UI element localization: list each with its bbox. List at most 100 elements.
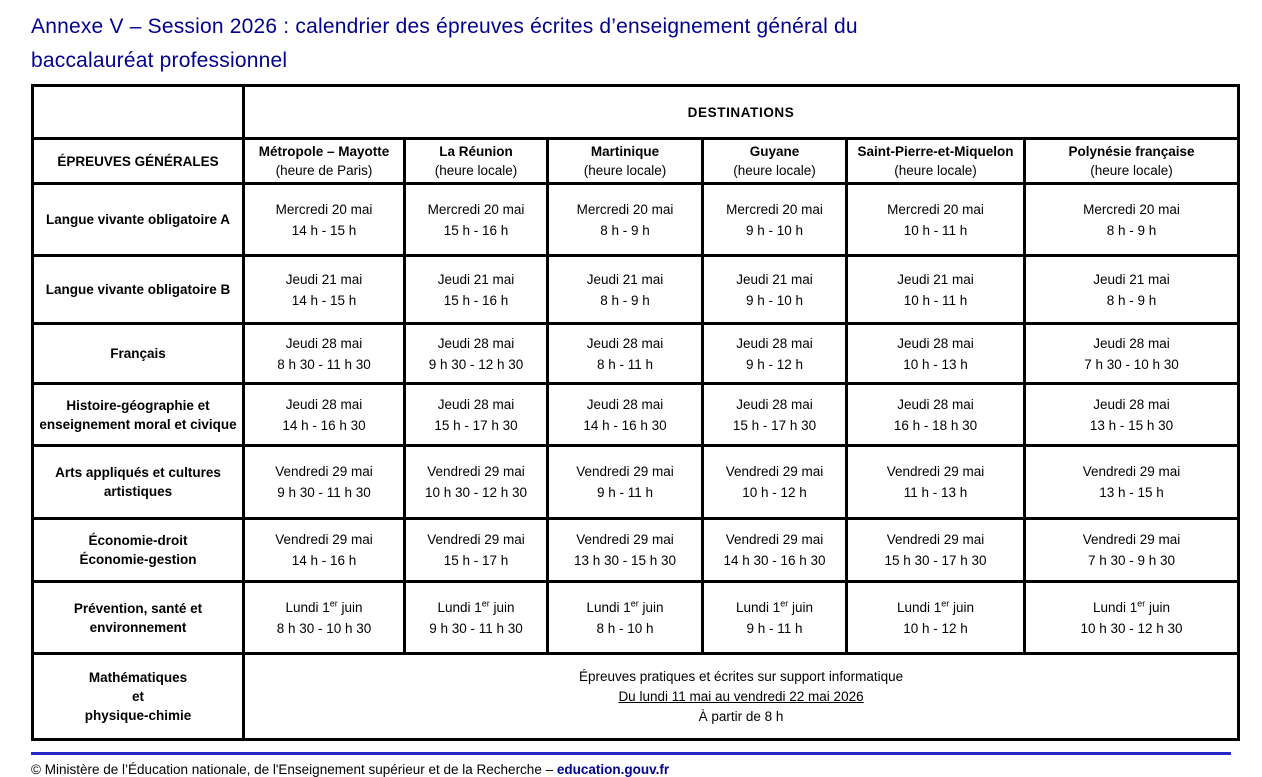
footer-link[interactable]: education.gouv.fr — [556, 762, 670, 777]
exam-cell: Jeudi 28 mai 13 h - 15 h 30 — [1022, 382, 1241, 447]
exam-date: Vendredi 29 mai — [275, 464, 373, 479]
table-row: Français Jeudi 28 mai 8 h 30 - 11 h 30 Jeud… — [31, 322, 1241, 385]
exam-cell: Jeudi 28 mai 15 h - 17 h 30 — [403, 382, 549, 447]
exam-time: 9 h - 11 h — [746, 620, 803, 636]
exam-cell: Vendredi 29 mai 15 h - 17 h — [403, 517, 549, 583]
column-note: (heure de Paris) — [275, 163, 373, 178]
exam-time: 15 h - 16 h — [443, 222, 509, 238]
merged-line-2: Du lundi 11 mai au vendredi 22 mai 2026 — [618, 688, 864, 704]
column-name: Métropole – Mayotte — [258, 144, 390, 159]
footer-copyright: © Ministère de l’Éducation nationale, de… — [31, 762, 557, 777]
column-header-row: ÉPREUVES GÉNÉRALES Métropole – Mayotte (… — [31, 137, 1241, 185]
exam-time: 10 h 30 - 12 h 30 — [1080, 620, 1183, 636]
exam-date: Jeudi 28 mai — [586, 335, 664, 351]
exam-row-label: Langue vivante obligatoire A — [31, 182, 245, 257]
exam-time: 8 h - 10 h — [596, 620, 654, 636]
exam-time: 15 h - 17 h 30 — [732, 417, 817, 433]
exam-date: Vendredi 29 mai — [576, 464, 674, 479]
exam-date: Jeudi 28 mai — [285, 396, 363, 412]
page-title: Annexe V – Session 2026 : calendrier des… — [31, 10, 1237, 78]
exam-date: Vendredi 29 mai — [725, 464, 824, 479]
exam-time: 16 h - 18 h 30 — [893, 417, 978, 433]
exam-date: Lundi 1er juin — [1092, 598, 1171, 615]
exam-date: Jeudi 21 mai — [736, 271, 813, 287]
exam-cell: Vendredi 29 mai 14 h 30 - 16 h 30 — [701, 517, 848, 583]
exam-date: Mercredi 20 mai — [427, 201, 525, 217]
exam-time: 13 h - 15 h 30 — [1089, 417, 1174, 433]
exam-time: 15 h - 17 h 30 — [434, 417, 518, 433]
exam-date: Jeudi 28 mai — [285, 335, 363, 351]
exam-time: 14 h 30 - 16 h 30 — [723, 553, 826, 568]
exam-row-label: Arts appliqués et cultures artistiques — [31, 444, 245, 520]
exam-cell: Vendredi 29 mai 10 h 30 - 12 h 30 — [403, 444, 549, 520]
exam-time: 14 h - 16 h — [291, 553, 357, 568]
exam-cell: Mercredi 20 mai 10 h - 11 h — [845, 182, 1026, 257]
column-name: Martinique — [590, 144, 660, 159]
exam-time: 14 h - 15 h — [291, 292, 357, 308]
exam-cell: Vendredi 29 mai 13 h - 15 h — [1022, 444, 1241, 520]
exam-cell: Jeudi 28 mai 8 h - 11 h — [546, 322, 704, 385]
exam-time: 8 h - 9 h — [1106, 222, 1157, 238]
exam-date: Lundi 1er juin — [285, 598, 363, 615]
table-row: Langue vivante obligatoire B Jeudi 21 mai… — [31, 254, 1241, 325]
exam-time: 9 h - 10 h — [745, 222, 804, 238]
exam-date: Vendredi 29 mai — [427, 532, 525, 547]
table-row: Histoire-géographie et enseignement mora… — [31, 382, 1241, 447]
exam-date: Lundi 1er juin — [896, 598, 975, 615]
exam-cell: Mercredi 20 mai 8 h - 9 h — [546, 182, 704, 257]
exam-time: 9 h - 10 h — [745, 292, 804, 308]
exam-time: 10 h - 12 h — [742, 485, 807, 500]
column-header-polynesie-francaise: Polynésie française (heure locale) — [1022, 137, 1241, 185]
exam-date: Jeudi 28 mai — [736, 335, 813, 351]
exam-time: 7 h 30 - 9 h 30 — [1087, 553, 1176, 568]
exam-date: Lundi 1er juin — [586, 598, 664, 615]
exam-date: Jeudi 28 mai — [1093, 335, 1170, 351]
exam-date: Jeudi 28 mai — [736, 396, 813, 412]
exam-cell: Mercredi 20 mai 9 h - 10 h — [701, 182, 848, 257]
exam-row-label: Prévention, santé et environnement — [31, 580, 245, 655]
exam-time: 15 h - 17 h — [443, 553, 509, 568]
exam-date: Vendredi 29 mai — [886, 532, 985, 547]
page-title-line1: Annexe V – Session 2026 : calendrier des… — [31, 15, 858, 38]
exam-time: 14 h - 16 h 30 — [282, 417, 366, 433]
column-name: Guyane — [749, 144, 800, 159]
table-row: Arts appliqués et cultures artistiques Ve… — [31, 444, 1241, 520]
table-row: Prévention, santé et environnement Lundi … — [31, 580, 1241, 655]
merged-line-1: Épreuves pratiques et écrites sur suppor… — [578, 668, 904, 684]
exam-cell: Jeudi 28 mai 9 h - 12 h — [701, 322, 848, 385]
exam-date: Vendredi 29 mai — [725, 532, 824, 547]
exam-date: Lundi 1er juin — [437, 598, 515, 615]
column-note: (heure locale) — [733, 163, 816, 178]
exam-cell: Jeudi 28 mai 8 h 30 - 11 h 30 — [242, 322, 406, 385]
exam-time: 9 h - 11 h — [596, 485, 654, 500]
exam-date: Jeudi 28 mai — [586, 396, 664, 412]
exam-date: Vendredi 29 mai — [275, 532, 373, 547]
exam-date: Mercredi 20 mai — [275, 201, 373, 217]
table-row: Économie-droit Économie-gestion Vendredi … — [31, 517, 1241, 583]
exam-date: Jeudi 21 mai — [897, 271, 974, 287]
exam-cell: Jeudi 21 mai 15 h - 16 h — [403, 254, 549, 325]
exam-date: Jeudi 21 mai — [285, 271, 363, 287]
exam-cell: Vendredi 29 mai 11 h - 13 h — [845, 444, 1026, 520]
exam-time: 15 h 30 - 17 h 30 — [884, 553, 987, 568]
exam-date: Vendredi 29 mai — [427, 464, 525, 479]
exam-cell: Jeudi 21 mai 8 h - 9 h — [1022, 254, 1241, 325]
exam-time: 9 h 30 - 11 h 30 — [277, 485, 371, 500]
exam-date: Jeudi 28 mai — [1093, 396, 1170, 412]
exam-date: Vendredi 29 mai — [1082, 464, 1181, 479]
exam-cell: Lundi 1er juin 9 h - 11 h — [701, 580, 848, 655]
exam-cell: Vendredi 29 mai 15 h 30 - 17 h 30 — [845, 517, 1026, 583]
exam-cell: Vendredi 29 mai 9 h 30 - 11 h 30 — [242, 444, 406, 520]
exam-time: 9 h 30 - 11 h 30 — [429, 620, 523, 636]
column-name: Polynésie française — [1068, 144, 1195, 159]
exam-date: Jeudi 21 mai — [586, 271, 664, 287]
exam-cell: Lundi 1er juin 10 h - 12 h — [845, 580, 1026, 655]
exam-cell: Vendredi 29 mai 7 h 30 - 9 h 30 — [1022, 517, 1241, 583]
exam-date: Jeudi 21 mai — [1093, 271, 1170, 287]
exam-cell: Jeudi 28 mai 15 h - 17 h 30 — [701, 382, 848, 447]
exam-cell: Mercredi 20 mai 15 h - 16 h — [403, 182, 549, 257]
exam-cell: Lundi 1er juin 10 h 30 - 12 h 30 — [1022, 580, 1241, 655]
destinations-header: DESTINATIONS — [241, 84, 1241, 140]
exam-time: 10 h 30 - 12 h 30 — [424, 485, 528, 500]
exam-cell: Vendredi 29 mai 13 h 30 - 15 h 30 — [546, 517, 704, 583]
